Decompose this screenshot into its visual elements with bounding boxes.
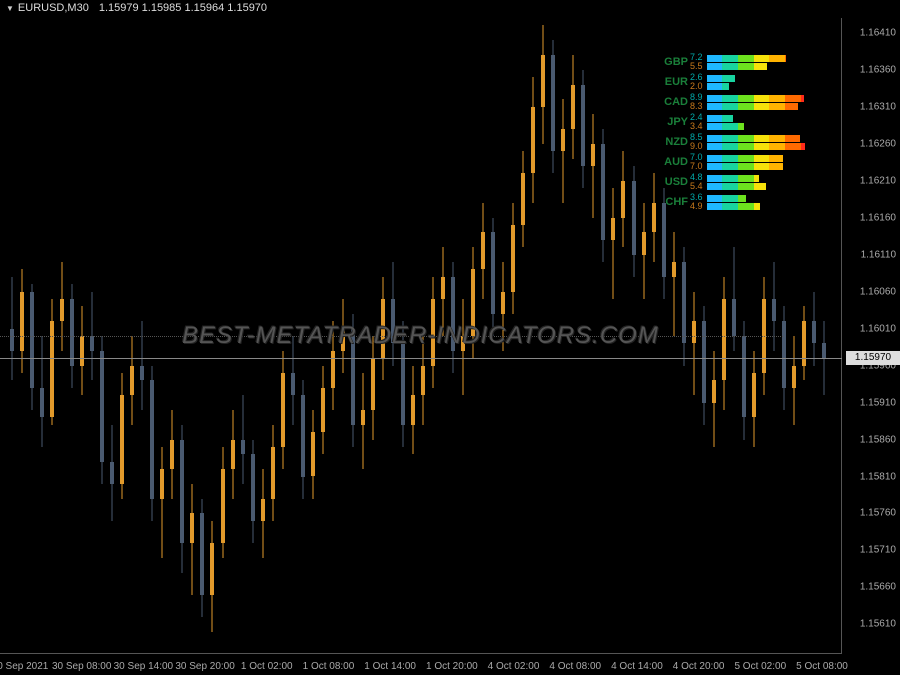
- y-tick-label: 1.16160: [860, 212, 896, 223]
- strength-label: EUR: [660, 76, 688, 88]
- strength-label: NZD: [660, 136, 688, 148]
- chart-header: ▼ EURUSD,M30 1.15979 1.15985 1.15964 1.1…: [6, 2, 267, 14]
- strength-row-jpy: JPY2.43.4: [660, 112, 806, 132]
- currency-strength-panel: GBP7.25.5EUR2.62.0CAD8.98.3JPY2.43.4NZD8…: [660, 52, 806, 212]
- y-tick-label: 1.16110: [861, 249, 896, 260]
- chart-window[interactable]: ▼ EURUSD,M30 1.15979 1.15985 1.15964 1.1…: [0, 0, 900, 675]
- x-tick-label: 30 Sep 14:00: [114, 661, 174, 672]
- x-tick-label: 4 Oct 08:00: [549, 661, 601, 672]
- strength-label: USD: [660, 176, 688, 188]
- x-tick-label: 1 Oct 20:00: [426, 661, 478, 672]
- y-tick-label: 1.16410: [860, 27, 896, 38]
- y-axis: 1.16410 1.16360 1.16310 1.16260 1.16210 1.161…: [842, 18, 900, 654]
- x-tick-label: 5 Oct 02:00: [734, 661, 786, 672]
- strength-row-gbp: GBP7.25.5: [660, 52, 806, 72]
- y-tick-label: 1.15910: [860, 397, 896, 408]
- x-tick-label: 1 Oct 02:00: [241, 661, 293, 672]
- y-tick-label: 1.16210: [860, 175, 896, 186]
- x-tick-label: 4 Oct 20:00: [673, 661, 725, 672]
- strength-row-eur: EUR2.62.0: [660, 72, 806, 92]
- ohlc-label: 1.15979 1.15985 1.15964 1.15970: [99, 2, 267, 14]
- watermark-text: BEST-METATRADER-INDICATORS.COM: [182, 322, 659, 350]
- x-tick-label: 4 Oct 02:00: [488, 661, 540, 672]
- y-tick-label: 1.16360: [860, 64, 896, 75]
- y-tick-label: 1.15660: [860, 582, 896, 593]
- plot-area[interactable]: BEST-METATRADER-INDICATORS.COM GBP7.25.5…: [0, 18, 842, 654]
- x-tick-label: 30 Sep 20:00: [175, 661, 235, 672]
- x-tick-label: 5 Oct 08:00: [796, 661, 848, 672]
- current-price-line: [0, 358, 842, 359]
- x-tick-label: 1 Oct 14:00: [364, 661, 416, 672]
- strength-label: CHF: [660, 196, 688, 208]
- strength-row-cad: CAD8.98.3: [660, 92, 806, 112]
- strength-row-aud: AUD7.07.0: [660, 152, 806, 172]
- strength-label: JPY: [660, 116, 688, 128]
- strength-row-nzd: NZD8.59.0: [660, 132, 806, 152]
- y-tick-label: 1.16260: [860, 138, 896, 149]
- price-tag-value: 1.15970: [855, 352, 891, 363]
- y-tick-label: 1.15860: [860, 434, 896, 445]
- y-tick-label: 1.15710: [860, 545, 896, 556]
- x-tick-label: 30 Sep 2021: [0, 661, 48, 672]
- x-tick-label: 30 Sep 08:00: [52, 661, 112, 672]
- y-tick-label: 1.15610: [860, 619, 896, 630]
- strength-label: AUD: [660, 156, 688, 168]
- strength-row-chf: CHF3.64.9: [660, 192, 806, 212]
- y-tick-label: 1.16310: [860, 101, 896, 112]
- dropdown-icon[interactable]: ▼: [6, 4, 14, 13]
- y-tick-label: 1.16010: [860, 323, 896, 334]
- current-price-tag: 1.15970: [846, 351, 900, 365]
- x-tick-label: 1 Oct 08:00: [303, 661, 355, 672]
- strength-label: GBP: [660, 56, 688, 68]
- symbol-label: EURUSD,M30: [18, 2, 89, 14]
- strength-row-usd: USD4.85.4: [660, 172, 806, 192]
- strength-label: CAD: [660, 96, 688, 108]
- y-tick-label: 1.16060: [860, 286, 896, 297]
- y-tick-label: 1.15760: [860, 508, 896, 519]
- x-tick-label: 4 Oct 14:00: [611, 661, 663, 672]
- x-axis: 30 Sep 2021 30 Sep 08:0030 Sep 14:0030 Se…: [0, 654, 842, 675]
- y-tick-label: 1.15810: [860, 471, 896, 482]
